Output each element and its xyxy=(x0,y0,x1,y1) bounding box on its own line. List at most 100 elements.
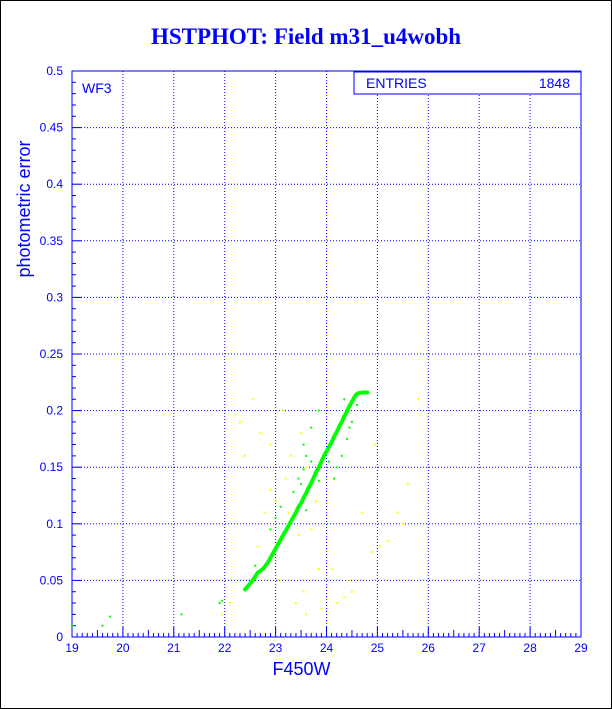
data-point xyxy=(340,454,343,457)
chart-title: HSTPHOT: Field m31_u4wobh xyxy=(150,24,462,49)
grid xyxy=(72,71,581,637)
data-point xyxy=(406,483,409,486)
y-tick-label: 0.05 xyxy=(40,573,64,587)
data-point xyxy=(238,420,241,423)
data-point xyxy=(302,443,305,446)
y-tick-label: 0.5 xyxy=(46,64,63,78)
data-point xyxy=(221,599,224,602)
data-point xyxy=(305,466,308,469)
data-point xyxy=(371,551,374,554)
data-point xyxy=(345,437,348,440)
x-axis-label: F450W xyxy=(272,659,330,679)
data-point xyxy=(297,534,300,537)
data-point xyxy=(328,460,331,463)
data-point xyxy=(315,500,318,503)
x-tick-label: 28 xyxy=(523,641,537,655)
data-point xyxy=(350,420,353,423)
data-point xyxy=(254,564,257,567)
data-point xyxy=(302,590,305,593)
data-point xyxy=(343,398,346,401)
data-point xyxy=(274,500,277,503)
data-point xyxy=(348,579,351,582)
data-point xyxy=(378,545,381,548)
stats-box-frame xyxy=(353,71,582,95)
data-point xyxy=(343,596,346,599)
data-point xyxy=(350,590,353,593)
data-point xyxy=(330,568,333,571)
data-point xyxy=(221,613,224,616)
data-points xyxy=(71,390,420,627)
data-point xyxy=(348,426,351,429)
data-point xyxy=(300,483,303,486)
data-point xyxy=(264,511,267,514)
data-point xyxy=(180,613,183,616)
stats-entries-value: 1848 xyxy=(539,75,570,91)
data-point xyxy=(356,403,359,406)
data-point xyxy=(269,443,272,446)
x-tick-label: 19 xyxy=(65,641,79,655)
data-point xyxy=(302,468,305,471)
data-point xyxy=(294,602,297,605)
data-point xyxy=(373,443,376,446)
stats-box: ENTRIES 1848 xyxy=(353,71,582,95)
data-point xyxy=(317,568,320,571)
y-tick-label: 0 xyxy=(56,630,63,644)
data-point xyxy=(305,509,308,512)
data-point xyxy=(244,454,247,457)
data-point xyxy=(282,409,285,412)
y-tick-labels: 0 0.05 0.1 0.15 0.2 0.25 0.3 0.35 0.4 0.45 0.5 xyxy=(40,64,64,644)
data-point xyxy=(335,466,338,469)
data-point xyxy=(305,454,308,457)
data-point xyxy=(218,602,221,605)
data-point xyxy=(256,545,259,548)
data-point xyxy=(335,602,338,605)
y-tick-label: 0.15 xyxy=(40,460,64,474)
y-tick-label: 0.45 xyxy=(40,121,64,135)
y-tick-label: 0.2 xyxy=(46,404,63,418)
x-tick-labels: 19 20 21 22 23 24 25 26 27 28 29 xyxy=(65,641,588,655)
data-point xyxy=(310,460,313,463)
data-point xyxy=(274,517,277,520)
x-tick-label: 29 xyxy=(574,641,588,655)
data-point xyxy=(269,528,272,531)
data-point xyxy=(109,615,112,618)
data-point xyxy=(310,426,313,429)
x-tick-label: 22 xyxy=(218,641,232,655)
data-point xyxy=(317,409,320,412)
data-point xyxy=(300,432,303,435)
data-point xyxy=(284,477,287,480)
data-point xyxy=(289,454,292,457)
data-point xyxy=(292,491,295,494)
data-point xyxy=(251,398,254,401)
x-tick-label: 27 xyxy=(473,641,487,655)
data-point xyxy=(401,522,404,525)
data-point xyxy=(269,488,272,491)
x-tick-label: 23 xyxy=(269,641,283,655)
x-tick-label: 21 xyxy=(167,641,181,655)
data-point xyxy=(71,624,73,627)
data-point xyxy=(361,511,364,514)
y-tick-label: 0.35 xyxy=(40,234,64,248)
x-tick-label: 20 xyxy=(116,641,130,655)
data-point xyxy=(317,479,320,482)
x-tick-label: 25 xyxy=(371,641,385,655)
data-point xyxy=(333,477,336,480)
data-point xyxy=(279,505,282,508)
data-point xyxy=(320,607,323,610)
data-point xyxy=(386,539,389,542)
x-tick-label: 24 xyxy=(320,641,334,655)
y-tick-label: 0.4 xyxy=(46,177,63,191)
panel-label: WF3 xyxy=(82,80,112,96)
data-point xyxy=(396,511,399,514)
y-tick-label: 0.25 xyxy=(40,347,64,361)
y-axis-label: photometric error xyxy=(14,140,34,277)
data-point xyxy=(101,624,104,627)
y-tick-label: 0.1 xyxy=(46,517,63,531)
main-series-density-band xyxy=(243,390,370,592)
axis-ticks xyxy=(71,70,582,638)
data-point xyxy=(287,511,290,514)
data-point xyxy=(259,432,262,435)
data-point xyxy=(305,613,308,616)
data-point xyxy=(297,477,300,480)
data-point xyxy=(417,398,420,401)
